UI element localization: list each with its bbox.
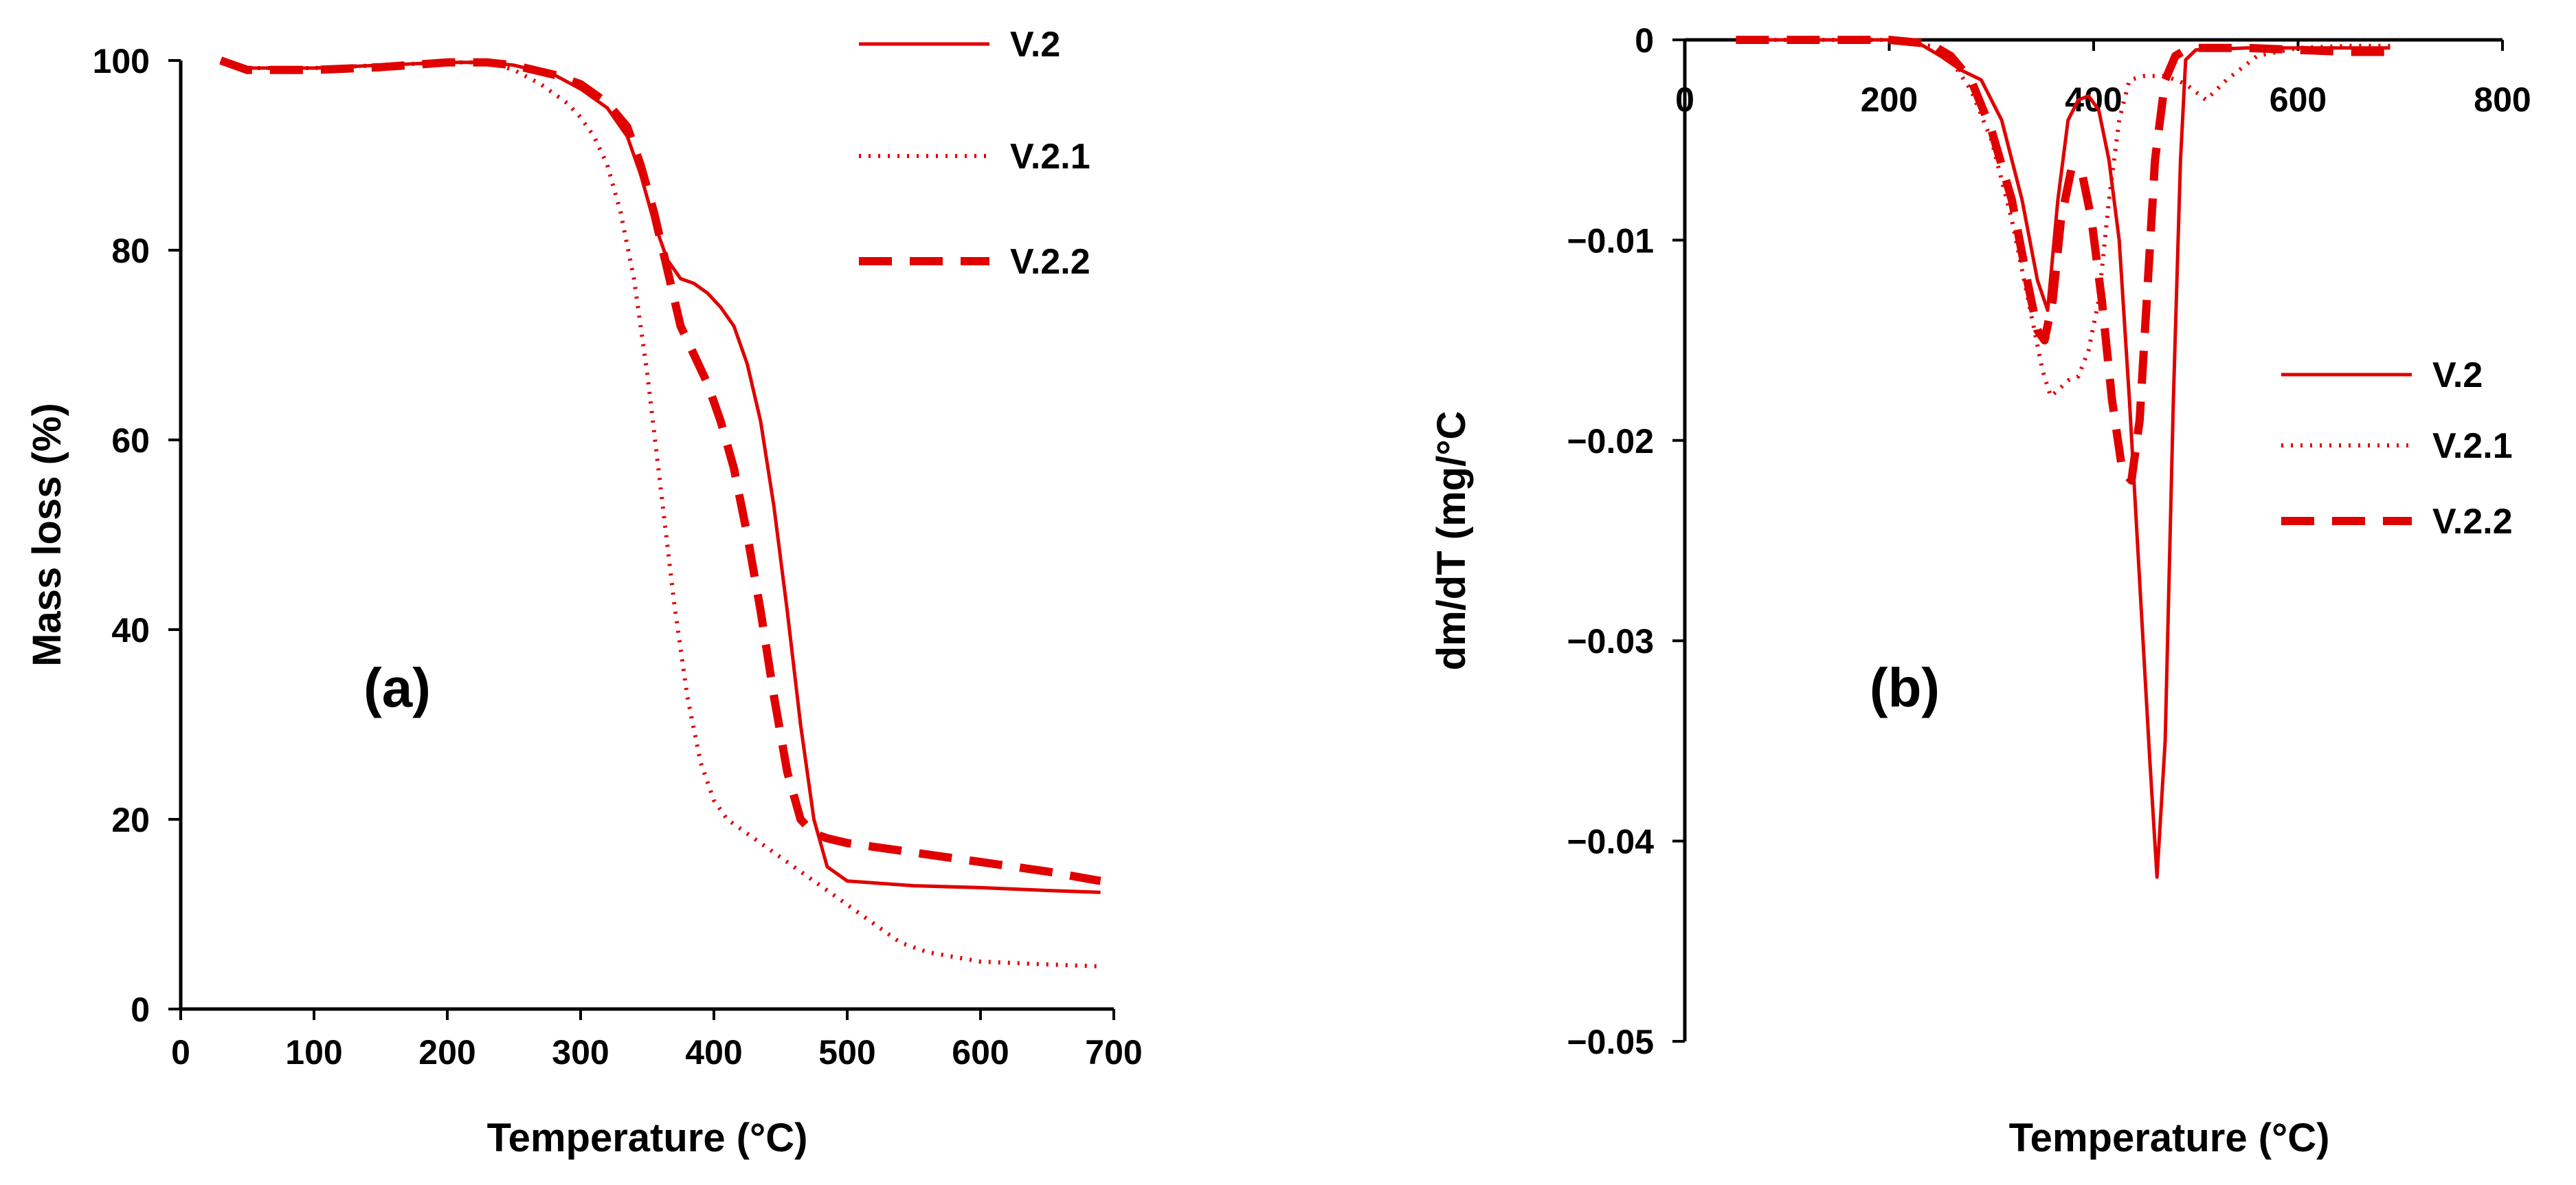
- series-line-V-2-1: [220, 58, 1101, 968]
- y-tick-label: 40: [111, 611, 150, 650]
- x-tick-label: 0: [1675, 80, 1694, 119]
- x-tick-label: 800: [2474, 80, 2531, 119]
- y-tick-label: −0.01: [1567, 221, 1654, 260]
- series-line-V-2: [1736, 38, 2390, 879]
- x-axis-label: Temperature (°C): [2009, 1116, 2330, 1160]
- y-tick-label: −0.03: [1567, 622, 1654, 661]
- x-tick-label: 200: [1861, 80, 1918, 119]
- x-axis-label: Temperature (°C): [487, 1116, 808, 1160]
- y-axis-label: dm/dT (mg/°C: [1429, 411, 1474, 671]
- x-tick-label: 400: [685, 1033, 742, 1072]
- y-tick-label: 60: [111, 421, 150, 460]
- legend-label: V.2.2: [2432, 502, 2513, 542]
- x-tick-label: 300: [552, 1033, 609, 1072]
- panel-label: (b): [1870, 657, 1940, 718]
- y-tick-label: 0: [131, 990, 150, 1029]
- x-tick-label: 600: [2270, 80, 2327, 119]
- legend-label: V.2.1: [2432, 426, 2513, 466]
- x-tick-label: 600: [952, 1033, 1009, 1072]
- x-tick-label: 200: [418, 1033, 475, 1072]
- y-tick-label: −0.04: [1567, 823, 1654, 861]
- x-tick-label: 400: [2065, 80, 2122, 119]
- x-tick-label: 100: [285, 1033, 342, 1072]
- x-tick-label: 0: [171, 1033, 190, 1072]
- panel-label: (a): [363, 657, 431, 718]
- legend-label: V.2: [1010, 25, 1060, 65]
- x-tick-label: 700: [1085, 1033, 1142, 1072]
- y-tick-label: −0.05: [1567, 1023, 1654, 1061]
- y-tick-label: 20: [111, 801, 150, 839]
- series-line-V-2-2: [219, 56, 1101, 885]
- y-axis-label: Mass loss (%): [25, 403, 69, 667]
- x-tick-label: 500: [818, 1033, 875, 1072]
- y-tick-label: −0.02: [1567, 422, 1654, 461]
- y-tick-label: 100: [93, 42, 150, 80]
- legend-label: V.2.2: [1010, 242, 1090, 282]
- panel-a-mass-loss-chart: 0 100 200 300 400 500 600 700 0 20 40 60 80 100 Temper…: [25, 25, 1143, 1160]
- legend-label: V.2: [2432, 355, 2483, 395]
- legend-label: V.2.1: [1010, 137, 1090, 177]
- panel-b-dtg-chart: 0 200 400 600 800 0 −0.01 −0.02 −0.03 −0.04 −0.05 T…: [1429, 21, 2531, 1160]
- y-tick-label: 0: [1635, 21, 1654, 60]
- y-tick-label: 80: [111, 232, 150, 270]
- series-line-V-2: [220, 58, 1101, 894]
